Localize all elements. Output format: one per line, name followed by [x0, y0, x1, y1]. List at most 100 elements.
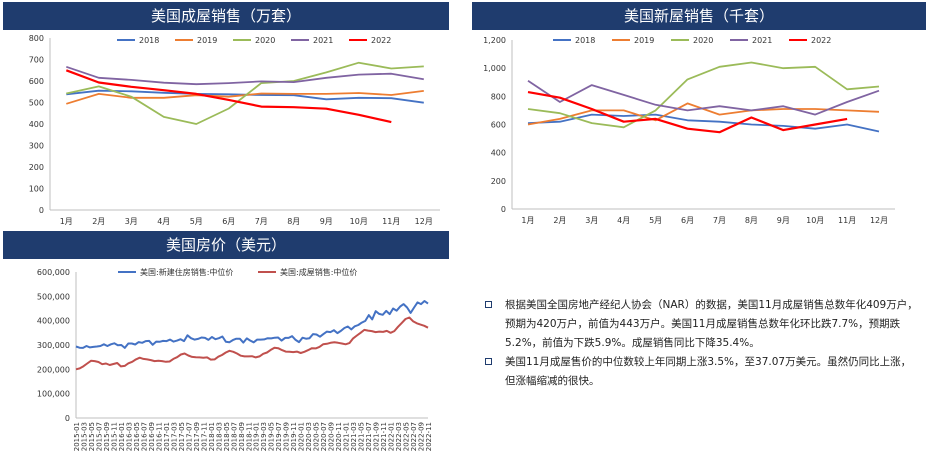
x-tick-label: 5月: [190, 217, 203, 226]
x-tick-label: 2022-03: [395, 422, 403, 451]
x-tick-label: 2021-05: [358, 422, 366, 451]
x-tick-label: 2015-03: [80, 422, 88, 451]
x-tick-label: 2021-01: [343, 422, 351, 451]
y-tick-label: 0: [39, 206, 44, 215]
y-tick-label: 100: [29, 185, 44, 194]
price-chart: 0 100,000 200,000 300,000 400,000 500,000 600,…: [37, 267, 433, 451]
x-tick-label: 2022-05: [403, 422, 411, 451]
y-tick-label: 500: [29, 99, 44, 108]
legend-label: 2019: [197, 36, 217, 45]
x-tick-label: 2021-09: [373, 422, 381, 451]
legend-label: 2018: [575, 36, 595, 45]
x-tick-label: 2016-11: [155, 422, 163, 451]
x-tick-label: 2018-05: [223, 422, 231, 451]
y-tick-label: 200: [29, 163, 44, 172]
y-tick-label: 800: [491, 92, 506, 101]
x-tick-label: 2016-03: [125, 422, 133, 451]
x-tick-label: 12月: [415, 217, 433, 226]
x-tick-label: 2020-03: [305, 422, 313, 451]
note-text: 根据美国全国房地产经纪人协会（NAR）的数据，美国11月成屋销售总数年化409万…: [505, 299, 918, 349]
x-tick-label: 7月: [713, 216, 726, 225]
x-tick-label: 2021-11: [380, 422, 388, 451]
existing-sales-title: 美国成屋销售（万套）: [3, 2, 449, 30]
commentary: 根据美国全国房地产经纪人协会（NAR）的数据，美国11月成屋销售总数年化409万…: [485, 296, 920, 391]
x-tick-label: 2019-05: [268, 422, 276, 451]
series-line-2020: [66, 61, 424, 125]
x-tick-label: 2月: [553, 216, 566, 225]
y-tick-label: 600,000: [37, 268, 70, 277]
x-tick-label: 2021-07: [365, 422, 373, 451]
x-tick-label: 2019-09: [283, 422, 291, 451]
x-tick-label: 2019-03: [260, 422, 268, 451]
x-tick-label: 11月: [838, 216, 856, 225]
x-tick-label: 6月: [222, 217, 235, 226]
x-tick-label: 2019-01: [253, 422, 261, 451]
x-tick-label: 4月: [617, 216, 630, 225]
series-line-2018: [527, 113, 880, 133]
note-text: 美国11月成屋售价的中位数较上年同期上涨3.5%，至37.07万美元。虽然仍同比…: [505, 356, 912, 387]
x-tick-label: 2022-07: [410, 422, 418, 451]
x-tick-label: 11月: [382, 217, 400, 226]
bullet-icon: [485, 301, 492, 308]
y-tick-label: 400: [29, 120, 44, 129]
x-tick-label: 2018-07: [230, 422, 238, 451]
series-line-2020: [527, 61, 880, 129]
x-tick-label: 2015-11: [110, 422, 118, 451]
x-tick-label: 3月: [585, 216, 598, 225]
x-tick-label: 2020-09: [328, 422, 336, 451]
x-tick-label: 4月: [157, 217, 170, 226]
x-tick-label: 1月: [60, 217, 73, 226]
x-tick-label: 2018-03: [215, 422, 223, 451]
legend-label: 美国:新建住房销售:中位价: [140, 267, 233, 277]
legend-label: 2022: [811, 36, 831, 45]
y-tick-label: 0: [65, 414, 70, 423]
x-tick-label: 2016-07: [140, 422, 148, 451]
y-tick-label: 300: [29, 142, 44, 151]
x-tick-label: 2022-01: [388, 422, 396, 451]
legend-label: 美国:成屋销售:中位价: [280, 267, 357, 277]
y-tick-label: 600: [491, 121, 506, 130]
x-tick-label: 2016-01: [118, 422, 126, 451]
x-tick-label: 3月: [125, 217, 138, 226]
x-tick-label: 2017-07: [185, 422, 193, 451]
x-tick-label: 2015-05: [88, 422, 96, 451]
y-tick-label: 700: [29, 56, 44, 65]
y-tick-label: 800: [29, 34, 44, 43]
x-tick-label: 6月: [681, 216, 694, 225]
x-tick-label: 2020-11: [335, 422, 343, 451]
x-tick-label: 2017-11: [200, 422, 208, 451]
x-tick-label: 8月: [745, 216, 758, 225]
x-tick-label: 2月: [92, 217, 105, 226]
x-tick-label: 2016-09: [148, 422, 156, 451]
x-tick-label: 5月: [649, 216, 662, 225]
x-tick-label: 2017-09: [193, 422, 201, 451]
x-tick-label: 1月: [521, 216, 534, 225]
x-tick-label: 2020-05: [313, 422, 321, 451]
x-tick-label: 8月: [287, 217, 300, 226]
x-tick-label: 7月: [255, 217, 268, 226]
x-tick-label: 9月: [320, 217, 333, 226]
series-line-2022: [527, 91, 848, 134]
y-tick-label: 100,000: [37, 390, 70, 399]
y-tick-label: 600: [29, 77, 44, 86]
y-tick-label: 400,000: [37, 317, 70, 326]
x-tick-label: 2021-03: [350, 422, 358, 451]
new-sales-chart: 0 200 400 600 800 1,000 1,200 1月 2月 3月 4月 5月 6月 7月 8月 9…: [483, 36, 895, 225]
x-tick-label: 2020-07: [320, 422, 328, 451]
legend-label: 2020: [693, 36, 713, 45]
new-sales-title: 美国新屋销售（千套）: [472, 2, 926, 30]
y-tick-label: 200,000: [37, 365, 70, 374]
series-line-2021: [66, 65, 424, 86]
x-tick-label: 2018-11: [245, 422, 253, 451]
series-line: [75, 316, 429, 371]
x-tick-label: 2022-09: [418, 422, 426, 451]
x-tick-label: 2015-01: [73, 422, 81, 451]
x-tick-label: 2016-05: [133, 422, 141, 451]
y-tick-label: 0: [501, 205, 506, 214]
x-tick-label: 2019-07: [275, 422, 283, 451]
y-tick-label: 500,000: [37, 292, 70, 301]
x-tick-label: 2015-09: [103, 422, 111, 451]
note-existing-sales: 根据美国全国房地产经纪人协会（NAR）的数据，美国11月成屋销售总数年化409万…: [485, 296, 920, 353]
x-tick-label: 10月: [806, 216, 824, 225]
x-tick-label: 2019-11: [290, 422, 298, 451]
